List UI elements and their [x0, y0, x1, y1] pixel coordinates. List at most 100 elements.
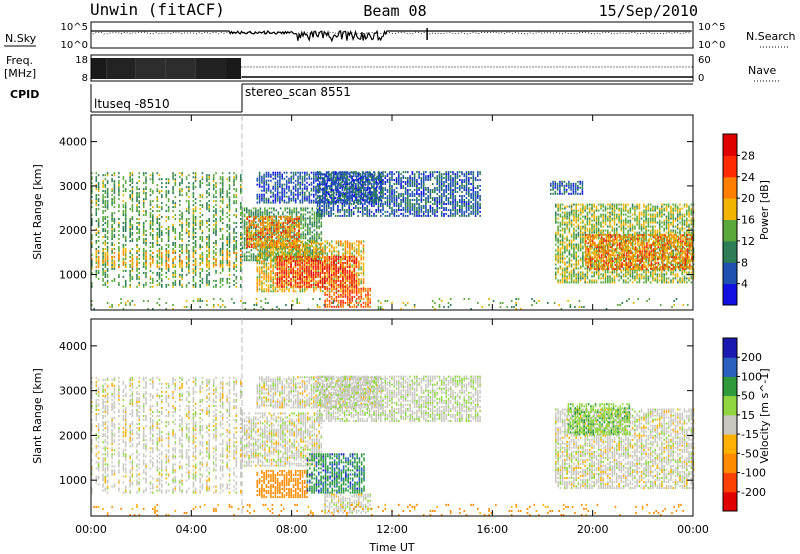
data-cell-0-5: [466, 187, 468, 189]
data-cell-0-5: [339, 195, 341, 197]
data-cell-0-0: [188, 266, 190, 268]
data-cell-0-4: [302, 190, 304, 192]
data-cell-0-5: [418, 199, 420, 201]
data-cell-0-0: [161, 248, 163, 250]
data-cell-0-0: [129, 278, 131, 280]
data-cell-0-5: [421, 193, 423, 195]
data-cell-0-0: [157, 222, 159, 224]
data-cell-0-0: [172, 178, 174, 180]
data-cell-0-0: [157, 234, 159, 236]
data-cell-0-4: [259, 182, 261, 184]
data-cell-0-3: [287, 216, 289, 218]
data-cell-0-4: [309, 200, 311, 202]
data-cell-0-6: [272, 252, 274, 254]
data-cell-0-5: [324, 197, 326, 199]
data-cell-0-0: [215, 280, 217, 282]
data-cell-0-4: [286, 184, 288, 186]
data-cell-0-5: [457, 191, 459, 193]
data-cell-0-0: [159, 278, 161, 280]
data-cell-0-5: [407, 179, 409, 181]
data-cell-0-1: [240, 260, 242, 262]
data-cell-0-4: [304, 184, 306, 186]
data-cell-0-0: [114, 280, 116, 282]
data-cell-0-4: [263, 196, 265, 198]
data-cell-0-0: [175, 228, 177, 230]
data-cell-0-4: [257, 202, 259, 204]
data-cell-0-5: [432, 207, 434, 209]
data-cell-0-2: [244, 227, 246, 229]
data-cell-0-5: [346, 189, 348, 191]
data-cell-0-6: [275, 290, 277, 292]
data-cell-0-1: [136, 264, 138, 266]
data-cell-0-3: [258, 232, 260, 234]
data-cell-0-5: [477, 191, 479, 193]
data-cell-0-0: [226, 248, 228, 250]
data-cell-0-6: [259, 244, 261, 246]
data-cell-0-5: [324, 193, 326, 195]
data-cell-0-5: [412, 191, 414, 193]
data-cell-0-2: [251, 257, 253, 259]
data-cell-0-0: [143, 254, 145, 256]
data-cell-0-0: [172, 202, 174, 204]
data-cell-0-0: [229, 178, 231, 180]
data-cell-0-3: [256, 246, 258, 248]
data-cell-0-0: [105, 274, 107, 276]
data-cell-0-5: [339, 191, 341, 193]
data-cell-0-5: [430, 201, 432, 203]
data-cell-0-0: [150, 202, 152, 204]
data-cell-0-1: [129, 256, 131, 258]
data-cell-0-5: [375, 189, 377, 191]
data-cell-0-5: [382, 187, 384, 189]
data-cell-0-0: [222, 280, 224, 282]
data-cell-0-5: [416, 203, 418, 205]
data-cell-0-0: [136, 244, 138, 246]
data-cell-0-6: [259, 274, 261, 276]
data-cell-0-5: [405, 191, 407, 193]
data-cell-0-0: [188, 190, 190, 192]
data-cell-0-5: [351, 175, 353, 177]
data-cell-0-0: [188, 222, 190, 224]
data-cell-0-5: [351, 197, 353, 199]
data-cell-0-3: [289, 224, 291, 226]
data-cell-0-4: [281, 196, 283, 198]
data-cell-0-0: [229, 206, 231, 208]
data-cell-0-5: [409, 207, 411, 209]
data-cell-0-1: [166, 252, 168, 254]
data-cell-0-6: [257, 276, 259, 278]
data-cell-0-0: [114, 228, 116, 230]
data-cell-0-5: [459, 201, 461, 203]
data-cell-0-0: [102, 280, 104, 282]
data-cell-0-0: [202, 172, 204, 174]
data-cell-0-2: [269, 207, 271, 209]
data-cell-0-5: [391, 179, 393, 181]
data-cell-0-3: [280, 226, 282, 228]
data-cell-0-6: [284, 252, 286, 254]
data-cell-0-2: [321, 231, 323, 233]
data-cell-0-0: [193, 212, 195, 214]
data-cell-0-4: [275, 174, 277, 176]
data-cell-0-1: [150, 262, 152, 264]
data-cell-0-5: [342, 187, 344, 189]
data-cell-0-6: [277, 248, 279, 250]
data-cell-0-6: [266, 280, 268, 282]
data-cell-0-5: [452, 189, 454, 191]
data-cell-0-2: [244, 241, 246, 243]
data-cell-0-3: [283, 226, 285, 228]
data-cell-0-0: [222, 284, 224, 286]
data-cell-0-5: [423, 177, 425, 179]
data-cell-0-0: [138, 210, 140, 212]
data-cell-0-5: [362, 215, 364, 217]
data-cell-0-0: [202, 236, 204, 238]
data-cell-0-0: [168, 200, 170, 202]
data-cell-0-0: [193, 272, 195, 274]
data-cell-0-5: [391, 211, 393, 213]
data-cell-0-0: [166, 192, 168, 194]
data-cell-0-2: [255, 207, 257, 209]
data-cell-0-3: [278, 226, 280, 228]
data-cell-0-4: [367, 184, 369, 186]
data-cell-0-5: [324, 201, 326, 203]
data-cell-0-6: [266, 252, 268, 254]
data-cell-0-0: [129, 172, 131, 174]
data-cell-0-0: [138, 206, 140, 208]
data-cell-0-0: [236, 244, 238, 246]
